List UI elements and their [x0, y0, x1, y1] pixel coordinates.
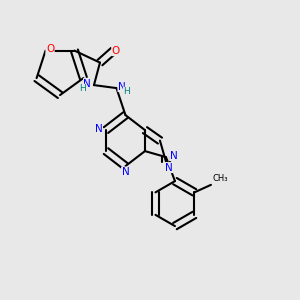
Text: O: O: [112, 46, 120, 56]
Text: H: H: [123, 87, 130, 96]
Text: N: N: [165, 163, 173, 172]
Text: H: H: [79, 84, 86, 93]
Text: CH₃: CH₃: [212, 174, 228, 183]
Text: O: O: [46, 44, 54, 54]
Text: N: N: [118, 82, 126, 92]
Text: N: N: [122, 167, 129, 177]
Text: N: N: [169, 151, 177, 160]
Text: N: N: [83, 79, 91, 88]
Text: N: N: [94, 124, 102, 134]
